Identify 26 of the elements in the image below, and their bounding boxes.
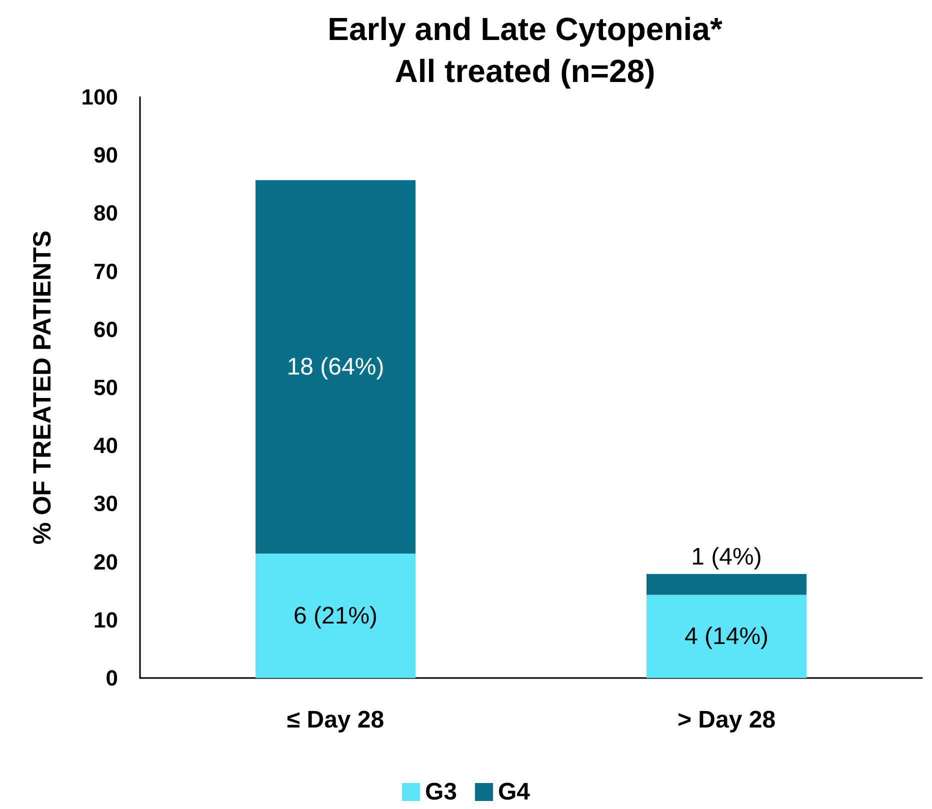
chart-subtitle: All treated (n=28) (394, 53, 656, 89)
y-tick-label: 30 (94, 491, 118, 516)
bar (256, 180, 416, 554)
data-label: 18 (64%) (286, 353, 384, 380)
y-tick-label: 100 (81, 84, 118, 110)
bar (646, 594, 806, 678)
bar (646, 574, 806, 595)
y-tick-label: 40 (94, 433, 118, 458)
y-axis-title: % OF TREATED PATIENTS (28, 230, 56, 544)
y-tick-label: 90 (94, 142, 118, 168)
y-tick-label: 60 (94, 316, 118, 342)
y-tick-label: 20 (94, 549, 118, 574)
chart-title: Early and Late Cytopenia* (328, 11, 723, 47)
bar (256, 554, 416, 678)
data-label: 1 (4%) (691, 544, 762, 570)
x-tick-label: ≤ Day 28 (286, 706, 384, 734)
y-tick-label: 80 (94, 200, 118, 226)
y-tick-label: 0 (106, 666, 118, 690)
legend-label: G3 (424, 778, 457, 806)
legend-label: G4 (498, 778, 531, 806)
y-tick-label: 10 (94, 607, 118, 632)
y-tick-label: 70 (94, 258, 118, 284)
data-label: 4 (14%) (684, 622, 769, 650)
x-tick-label: > Day 28 (677, 706, 776, 734)
y-tick-label: 50 (94, 375, 118, 400)
data-label: 6 (21%) (293, 602, 378, 630)
